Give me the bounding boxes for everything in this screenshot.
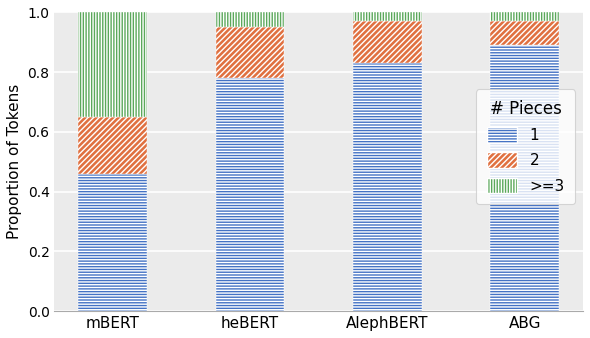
Bar	[490, 45, 559, 311]
Bar	[78, 174, 147, 311]
Bar	[78, 13, 147, 117]
Legend: 1, 2, >=3: 1, 2, >=3	[476, 90, 575, 204]
Bar	[490, 21, 559, 45]
Bar	[490, 13, 559, 21]
Bar	[353, 13, 422, 21]
Bar	[216, 13, 284, 27]
Bar	[216, 78, 284, 311]
Bar	[353, 63, 422, 311]
Bar	[216, 27, 284, 78]
Bar	[353, 21, 422, 63]
Y-axis label: Proportion of Tokens: Proportion of Tokens	[7, 84, 22, 239]
Bar	[78, 117, 147, 174]
